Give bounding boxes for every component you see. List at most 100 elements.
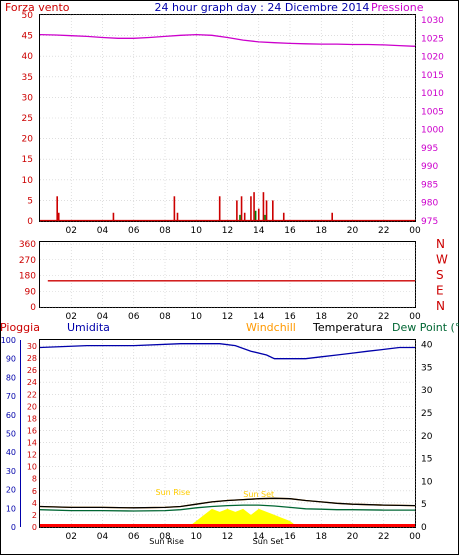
legend-humidity: Umidita (67, 321, 110, 334)
wind-x-tick-label: 18 (316, 226, 328, 236)
chart-title: 24 hour graph day : 24 Dicembre 2014 (155, 1, 370, 14)
wind-x-tick-label: 04 (97, 226, 109, 236)
wind-x-tick-label: 08 (159, 226, 171, 236)
temperature-x-tick-label: 00 (409, 532, 421, 542)
legend-dew-point: Dew Point (°C (392, 321, 459, 334)
rain-y-tick-label: 20 (27, 402, 37, 411)
dew-point-line (39, 504, 415, 512)
compass-label: N (436, 237, 445, 251)
temperature-line (39, 497, 416, 509)
wind-y-tick-label: 45 (22, 32, 33, 42)
legend-temperature: Temperatura (312, 321, 383, 334)
wind-x-tick-label: 16 (284, 226, 296, 236)
humidity-y-tick-label: 20 (6, 486, 16, 495)
wind-y-tick-label: 10 (22, 176, 34, 186)
direction-x-tick-label: 18 (316, 312, 328, 322)
pressure-line (39, 33, 416, 47)
sun-event-label: Sun Set (253, 537, 284, 546)
wind-pressure-plot-frame (39, 14, 416, 222)
wind-y-tick-label: 35 (22, 73, 33, 83)
humidity-y-tick-label: 40 (6, 448, 16, 457)
sun-event-label: Sun Rise (155, 488, 190, 497)
rain-y-tick-label: 16 (27, 426, 37, 435)
rain-y-tick-label: 6 (32, 487, 37, 496)
rain-y-tick-label: 18 (27, 414, 37, 423)
direction-x-tick-label: 06 (128, 312, 140, 322)
pressure-y-tick-label: 1010 (421, 89, 444, 99)
wind-x-tick-label: 02 (66, 226, 77, 236)
rain-y-tick-label: 8 (32, 475, 37, 484)
temperature-y-tick-label: 5 (421, 500, 427, 510)
temperature-y-tick-label: 35 (421, 363, 432, 373)
wind-x-tick-label: 06 (128, 226, 140, 236)
humidity-y-tick-label: 0 (11, 523, 16, 532)
temperature-x-tick-label: 10 (191, 532, 203, 542)
rain-y-tick-label: 14 (27, 439, 37, 448)
direction-x-tick-label: 20 (347, 312, 359, 322)
direction-x-tick-label: 12 (222, 312, 233, 322)
rain-y-tick-label: 30 (27, 342, 37, 351)
rain-bar (40, 524, 415, 527)
sun-event-label: Sun Set (243, 490, 274, 499)
wind-y-tick-label: 25 (22, 114, 33, 124)
temperature-x-tick-label: 02 (66, 532, 77, 542)
wind-y-tick-label: 40 (22, 52, 34, 62)
wind-x-tick-label: 00 (409, 226, 421, 236)
temperature-x-tick-label: 12 (222, 532, 233, 542)
legend-windchill: Windchill (246, 321, 296, 334)
direction-y-tick-label: 270 (19, 256, 36, 266)
compass-label: W (436, 253, 448, 267)
wind-direction-plot-frame (39, 241, 416, 308)
pressure-y-tick-label: 1015 (421, 71, 444, 81)
wind-y-tick-label: 30 (22, 93, 34, 103)
temperature-y-tick-label: 25 (421, 409, 432, 419)
wind-y-tick-label: 5 (27, 196, 33, 206)
temperature-humidity-plot-frame (39, 339, 416, 528)
wind-x-tick-label: 12 (222, 226, 233, 236)
legend-rain: Pioggia (0, 321, 40, 334)
direction-x-tick-label: 10 (191, 312, 203, 322)
direction-x-tick-label: 00 (409, 312, 421, 322)
direction-x-tick-label: 16 (284, 312, 296, 322)
compass-label: S (436, 268, 444, 282)
humidity-y-tick-label: 50 (6, 430, 16, 439)
pressure-y-tick-label: 1005 (421, 107, 444, 117)
pressure-y-tick-label: 1000 (421, 126, 444, 136)
temperature-x-tick-label: 18 (316, 532, 328, 542)
pressure-axis-title: Pressione (371, 1, 424, 14)
rain-y-tick-label: 4 (32, 499, 37, 508)
humidity-y-tick-label: 10 (6, 504, 16, 513)
temperature-y-tick-label: 20 (421, 432, 433, 442)
wind-x-tick-label: 22 (378, 226, 389, 236)
humidity-y-tick-label: 100 (1, 336, 16, 345)
direction-y-tick-label: 360 (19, 240, 36, 250)
wind-axis-title: Forza vento (5, 1, 70, 14)
solar-area (188, 508, 298, 527)
humidity-line (39, 343, 415, 360)
wind-y-tick-label: 20 (22, 135, 34, 145)
temperature-y-tick-label: 15 (421, 455, 432, 465)
wind-y-tick-label: 0 (27, 217, 33, 227)
temperature-x-tick-label: 08 (159, 532, 171, 542)
direction-x-tick-label: 14 (253, 312, 265, 322)
pressure-y-tick-label: 1025 (421, 34, 444, 44)
pressure-y-tick-label: 1020 (421, 53, 444, 63)
temperature-x-tick-label: 04 (97, 532, 109, 542)
rain-y-tick-label: 24 (27, 378, 37, 387)
pressure-y-tick-label: 990 (421, 162, 438, 172)
direction-x-tick-label: 04 (97, 312, 109, 322)
rain-y-tick-label: 10 (27, 463, 37, 472)
humidity-y-tick-label: 30 (6, 467, 16, 476)
temperature-x-tick-label: 22 (378, 532, 389, 542)
chart-marks: 0510152025303540455097598098599099510001… (1, 11, 448, 546)
wind-y-tick-label: 15 (22, 155, 33, 165)
temperature-y-tick-label: 10 (421, 477, 433, 487)
compass-label: N (436, 299, 445, 313)
pressure-y-tick-label: 980 (421, 199, 438, 209)
direction-x-tick-label: 22 (378, 312, 389, 322)
rain-y-tick-label: 2 (32, 511, 37, 520)
temperature-y-tick-label: 30 (421, 386, 433, 396)
rain-y-tick-label: 0 (32, 523, 37, 532)
